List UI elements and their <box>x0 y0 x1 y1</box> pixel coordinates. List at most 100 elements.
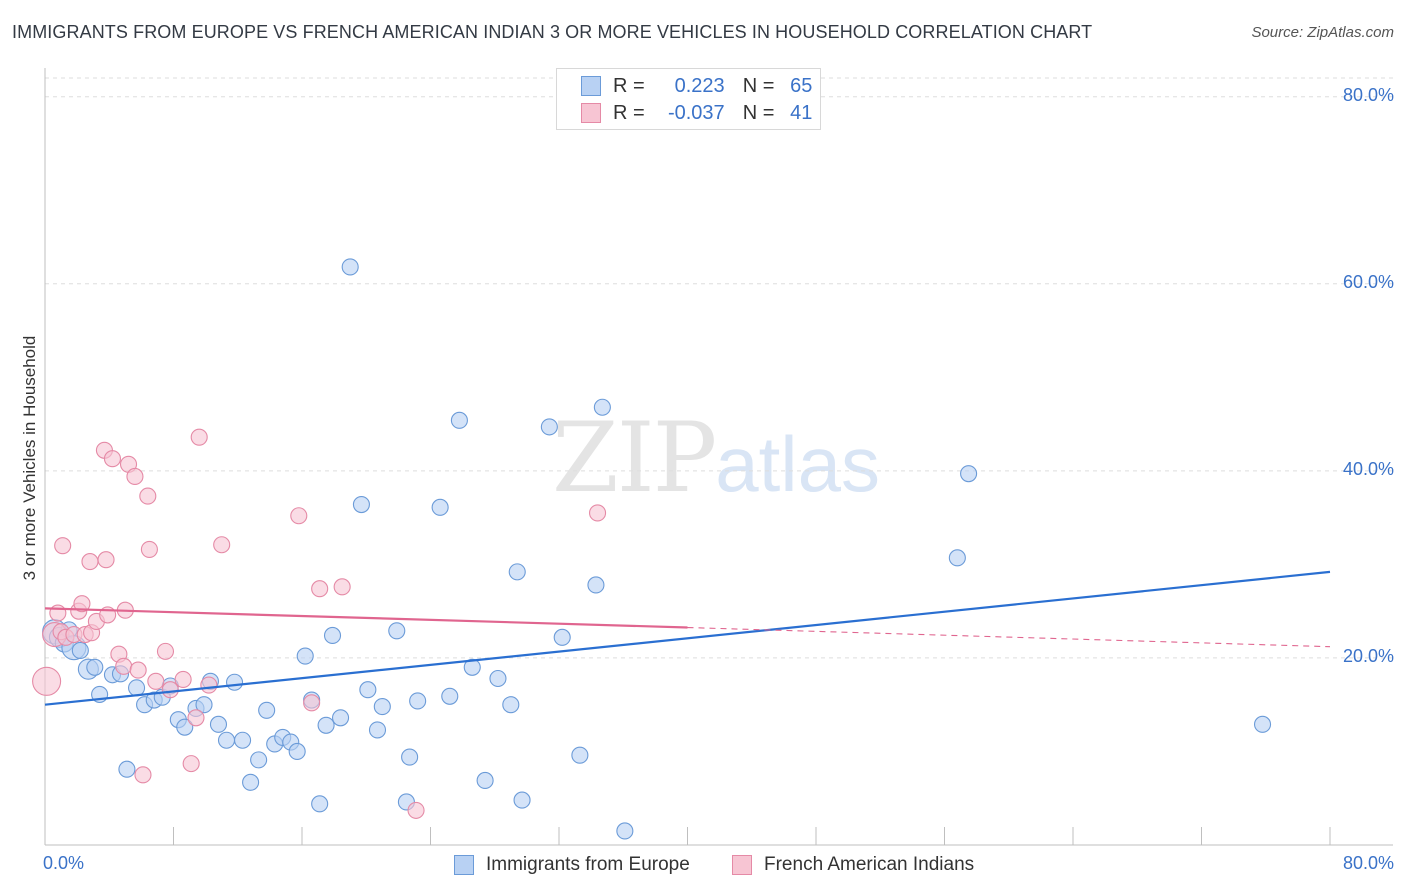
legend-label: Immigrants from Europe <box>486 854 690 875</box>
data-point-europe <box>250 751 268 769</box>
data-point-french-american-indian <box>97 551 115 569</box>
correlation-legend: R = 0.223 N = 65 R = -0.037 N = 41 <box>556 68 821 130</box>
data-point-french-american-indian <box>156 642 175 660</box>
data-point-europe <box>352 495 370 514</box>
legend-swatch-blue <box>581 76 601 96</box>
y-axis-label: 3 or more Vehicles in Household <box>20 335 39 581</box>
data-point-europe <box>242 773 260 791</box>
r-label: R = <box>613 101 645 124</box>
data-point-french-american-indian <box>32 666 62 696</box>
legend-row-french-american-indian: R = -0.037 N = 41 <box>581 101 812 125</box>
data-point-french-american-indian <box>588 504 607 522</box>
data-point-french-american-indian <box>81 553 99 571</box>
legend-swatch-blue <box>454 855 474 875</box>
data-point-europe <box>553 628 571 646</box>
data-point-europe <box>368 721 387 739</box>
data-point-french-american-indian <box>190 428 208 446</box>
data-point-french-american-indian <box>213 536 231 554</box>
data-point-europe <box>86 658 104 676</box>
data-point-french-american-indian <box>187 709 205 727</box>
watermark: ZIPatlas <box>552 402 880 514</box>
data-point-french-american-indian <box>147 672 165 690</box>
data-point-europe <box>948 549 966 567</box>
data-point-europe <box>209 715 228 733</box>
trend-line-europe <box>44 570 1331 706</box>
data-point-french-american-indian <box>49 604 67 622</box>
data-point-europe <box>587 576 605 594</box>
points-layer <box>32 258 1272 840</box>
data-point-europe <box>311 795 329 813</box>
data-point-europe <box>571 746 589 764</box>
data-point-french-american-indian <box>303 694 321 712</box>
data-point-europe <box>401 748 419 766</box>
legend-item-french-american-indians[interactable]: French American Indians <box>732 852 974 878</box>
data-point-europe <box>288 742 306 761</box>
data-point-french-american-indian <box>174 670 192 688</box>
legend-swatch-pink <box>581 103 601 123</box>
data-point-french-american-indian <box>290 507 308 525</box>
data-point-french-american-indian <box>333 578 351 596</box>
y-tick-label: 40.0% <box>1342 458 1394 479</box>
data-point-europe <box>616 822 634 840</box>
data-point-europe <box>258 701 276 719</box>
data-point-europe <box>508 563 526 581</box>
legend-label: French American Indians <box>764 854 975 875</box>
data-point-europe <box>217 731 236 749</box>
data-point-europe <box>118 760 136 778</box>
data-point-french-american-indian <box>182 755 200 773</box>
n-value: 65 <box>790 74 813 97</box>
data-point-europe <box>540 418 558 436</box>
data-point-europe <box>71 641 89 659</box>
data-point-french-american-indian <box>115 657 133 675</box>
data-point-french-american-indian <box>311 580 329 598</box>
legend-item-europe[interactable]: Immigrants from Europe <box>454 852 690 878</box>
data-point-french-american-indian <box>103 450 122 468</box>
data-point-europe <box>317 716 335 734</box>
data-point-europe <box>463 658 481 676</box>
data-point-europe <box>331 709 350 727</box>
data-point-french-american-indian <box>129 661 147 679</box>
trend-layer <box>44 570 1331 706</box>
data-point-french-american-indian <box>54 537 72 555</box>
data-point-europe <box>373 698 391 716</box>
data-point-europe <box>513 791 531 809</box>
x-tick-label: 80.0% <box>1342 853 1394 873</box>
chart-title: IMMIGRANTS FROM EUROPE VS FRENCH AMERICA… <box>12 22 1093 42</box>
n-value: 41 <box>790 101 813 124</box>
data-point-french-american-indian <box>407 801 425 819</box>
data-point-europe <box>593 398 611 416</box>
series-legend: Immigrants from Europe French American I… <box>0 852 1406 878</box>
r-value: -0.037 <box>667 101 725 124</box>
data-point-europe <box>476 771 494 790</box>
y-tick-label: 20.0% <box>1342 645 1394 666</box>
source-credit: Source: ZipAtlas.com <box>1251 24 1394 41</box>
data-point-europe <box>1253 715 1272 733</box>
r-value: 0.223 <box>674 74 725 97</box>
data-point-french-american-indian <box>126 467 144 486</box>
y-tick-label: 60.0% <box>1342 271 1394 292</box>
data-point-europe <box>234 731 252 749</box>
data-point-europe <box>450 411 468 429</box>
data-point-french-american-indian <box>73 595 91 613</box>
data-point-europe <box>960 465 978 483</box>
axis-layer <box>44 68 1393 846</box>
n-label: N = <box>742 74 775 97</box>
data-point-french-american-indian <box>161 681 179 699</box>
data-point-europe <box>296 647 314 665</box>
data-point-europe <box>502 696 520 714</box>
data-point-europe <box>323 626 342 645</box>
data-point-french-american-indian <box>200 676 218 694</box>
watermark-atlas: atlas <box>715 420 880 508</box>
data-point-europe <box>388 622 406 640</box>
n-label: N = <box>742 101 775 124</box>
trend-line-french-american-indian <box>44 607 688 629</box>
data-point-french-american-indian <box>134 766 152 784</box>
x-tick-label: 0.0% <box>43 853 85 873</box>
watermark-zip: ZIP <box>552 402 717 514</box>
trend-line-french-american-indian-extension <box>687 626 1331 648</box>
data-point-europe <box>409 692 427 710</box>
grid-layer <box>45 77 1393 659</box>
data-point-europe <box>489 669 507 688</box>
y-tick-label: 80.0% <box>1342 84 1394 105</box>
r-label: R = <box>613 74 645 97</box>
